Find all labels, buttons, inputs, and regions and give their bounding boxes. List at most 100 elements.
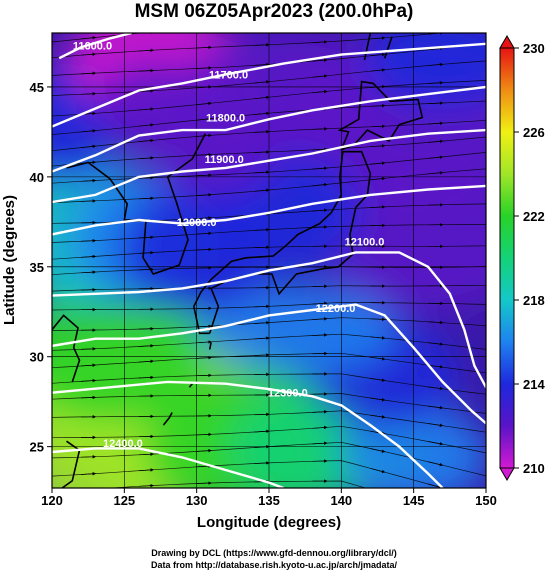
wind-arrow (312, 89, 328, 94)
wind-arrow (428, 15, 442, 16)
wind-arrow (80, 395, 97, 400)
wind-arrow (254, 170, 270, 174)
wind-arrow (254, 43, 270, 47)
coastline (383, 36, 393, 59)
wind-arrow (196, 152, 212, 157)
wind-arrow (138, 468, 154, 472)
wind-arrow (80, 52, 97, 57)
y-axis: 25 30 35 40 45 (30, 80, 52, 455)
y-tick-label: 30 (30, 350, 44, 365)
wind-arrow (428, 121, 444, 126)
wind-arrow (254, 95, 270, 100)
colorbar-scale (499, 47, 515, 469)
wind-arrow (196, 481, 212, 485)
wind-arrow (80, 378, 97, 383)
wind-arrow (312, 127, 328, 131)
wind-arrow (254, 188, 270, 193)
wind-arrow (428, 405, 444, 410)
wind-arrow (312, 225, 328, 229)
wind-arrow (428, 171, 444, 175)
wind-arrow (196, 101, 212, 106)
contour-label: 12200.0 (316, 303, 356, 315)
wind-arrow (138, 375, 154, 380)
contour-label: 11800.0 (206, 113, 245, 125)
wind-arrow (138, 138, 154, 143)
wind-arrow (370, 467, 386, 474)
wind-arrow (196, 193, 212, 197)
wind-arrow (196, 45, 212, 50)
contour-label: 12400.0 (103, 438, 143, 450)
y-axis-title: Latitude (degrees) (1, 195, 18, 325)
wind-arrow (428, 483, 444, 488)
wind-arrow (80, 270, 97, 274)
wind-arrow (138, 89, 154, 93)
wind-arrow (138, 68, 154, 73)
wind-arrow (196, 117, 212, 121)
colorbar: 210 214 218 222 226 230 (499, 35, 545, 481)
wind-arrow (138, 359, 154, 364)
wind-arrow (312, 333, 328, 337)
contour-line (52, 85, 486, 173)
wind-arrow (196, 432, 212, 437)
wind-arrow (370, 489, 384, 493)
wind-arrow (312, 166, 328, 170)
wind-arrow (80, 129, 97, 133)
wind-arrow (428, 62, 444, 67)
x-axis-title: Longitude (degrees) (197, 514, 341, 531)
wind-arrow (254, 227, 270, 232)
x-axis: 120 125 130 135 140 145 150 (41, 488, 497, 508)
wind-arrow (138, 156, 154, 160)
wind-arrow (80, 92, 97, 96)
wind-arrow (428, 423, 444, 427)
field-patch (318, 150, 486, 311)
wind-arrow (80, 472, 97, 476)
colorbar-tick-label: 210 (523, 461, 545, 476)
field-patch (52, 272, 210, 423)
wind-arrow (312, 58, 328, 62)
map-title: MSM 06Z05Apr2023 (200.0hPa) (134, 1, 414, 22)
colorbar-max-arrow (499, 35, 515, 49)
wind-arrow (312, 301, 328, 306)
wind-arrow (312, 208, 328, 212)
wind-arrow (196, 340, 212, 344)
contour-label: 11900.0 (205, 154, 244, 166)
wind-arrow (254, 353, 270, 357)
wind-arrow (254, 336, 270, 340)
y-tick-label: 35 (30, 260, 44, 275)
wind-arrow (312, 410, 328, 414)
field-patch (362, 33, 486, 110)
contour-line (52, 380, 444, 488)
wind-arrow (370, 36, 386, 40)
coastline (208, 342, 212, 350)
contour-label: 11600.0 (73, 41, 112, 53)
wind-arrow (428, 342, 444, 346)
colorbar-min-arrow (499, 467, 515, 481)
wind-arrow (196, 324, 212, 328)
wind-arrow (312, 147, 328, 152)
wind-arrow (254, 129, 270, 134)
coastline (66, 133, 207, 275)
wind-arrow (254, 80, 270, 84)
contour-label: 12000.0 (177, 217, 217, 229)
coastline (61, 440, 81, 488)
wind-arrow (370, 176, 386, 181)
colorbar-tick-label: 230 (523, 41, 545, 56)
height-contours (52, 33, 486, 488)
wind-arrow (138, 176, 154, 180)
contour-line (52, 184, 486, 236)
credit-drawing: Drawing by DCL (https://www.gfd-dennou.o… (151, 548, 397, 558)
contour-label: 12300.0 (268, 388, 308, 400)
wind-arrow (370, 205, 386, 209)
contour-line (52, 42, 486, 128)
wind-arrow (138, 250, 154, 255)
wind-arrow (428, 101, 444, 105)
wind-arrow (370, 144, 386, 148)
wind-arrow (80, 238, 97, 243)
wind-arrow (312, 22, 326, 23)
wind-arrow (138, 483, 154, 488)
colorbar-tick-label: 218 (523, 293, 545, 308)
wind-arrow (254, 111, 270, 116)
wind-arrow (254, 429, 270, 434)
coastline (52, 314, 81, 383)
